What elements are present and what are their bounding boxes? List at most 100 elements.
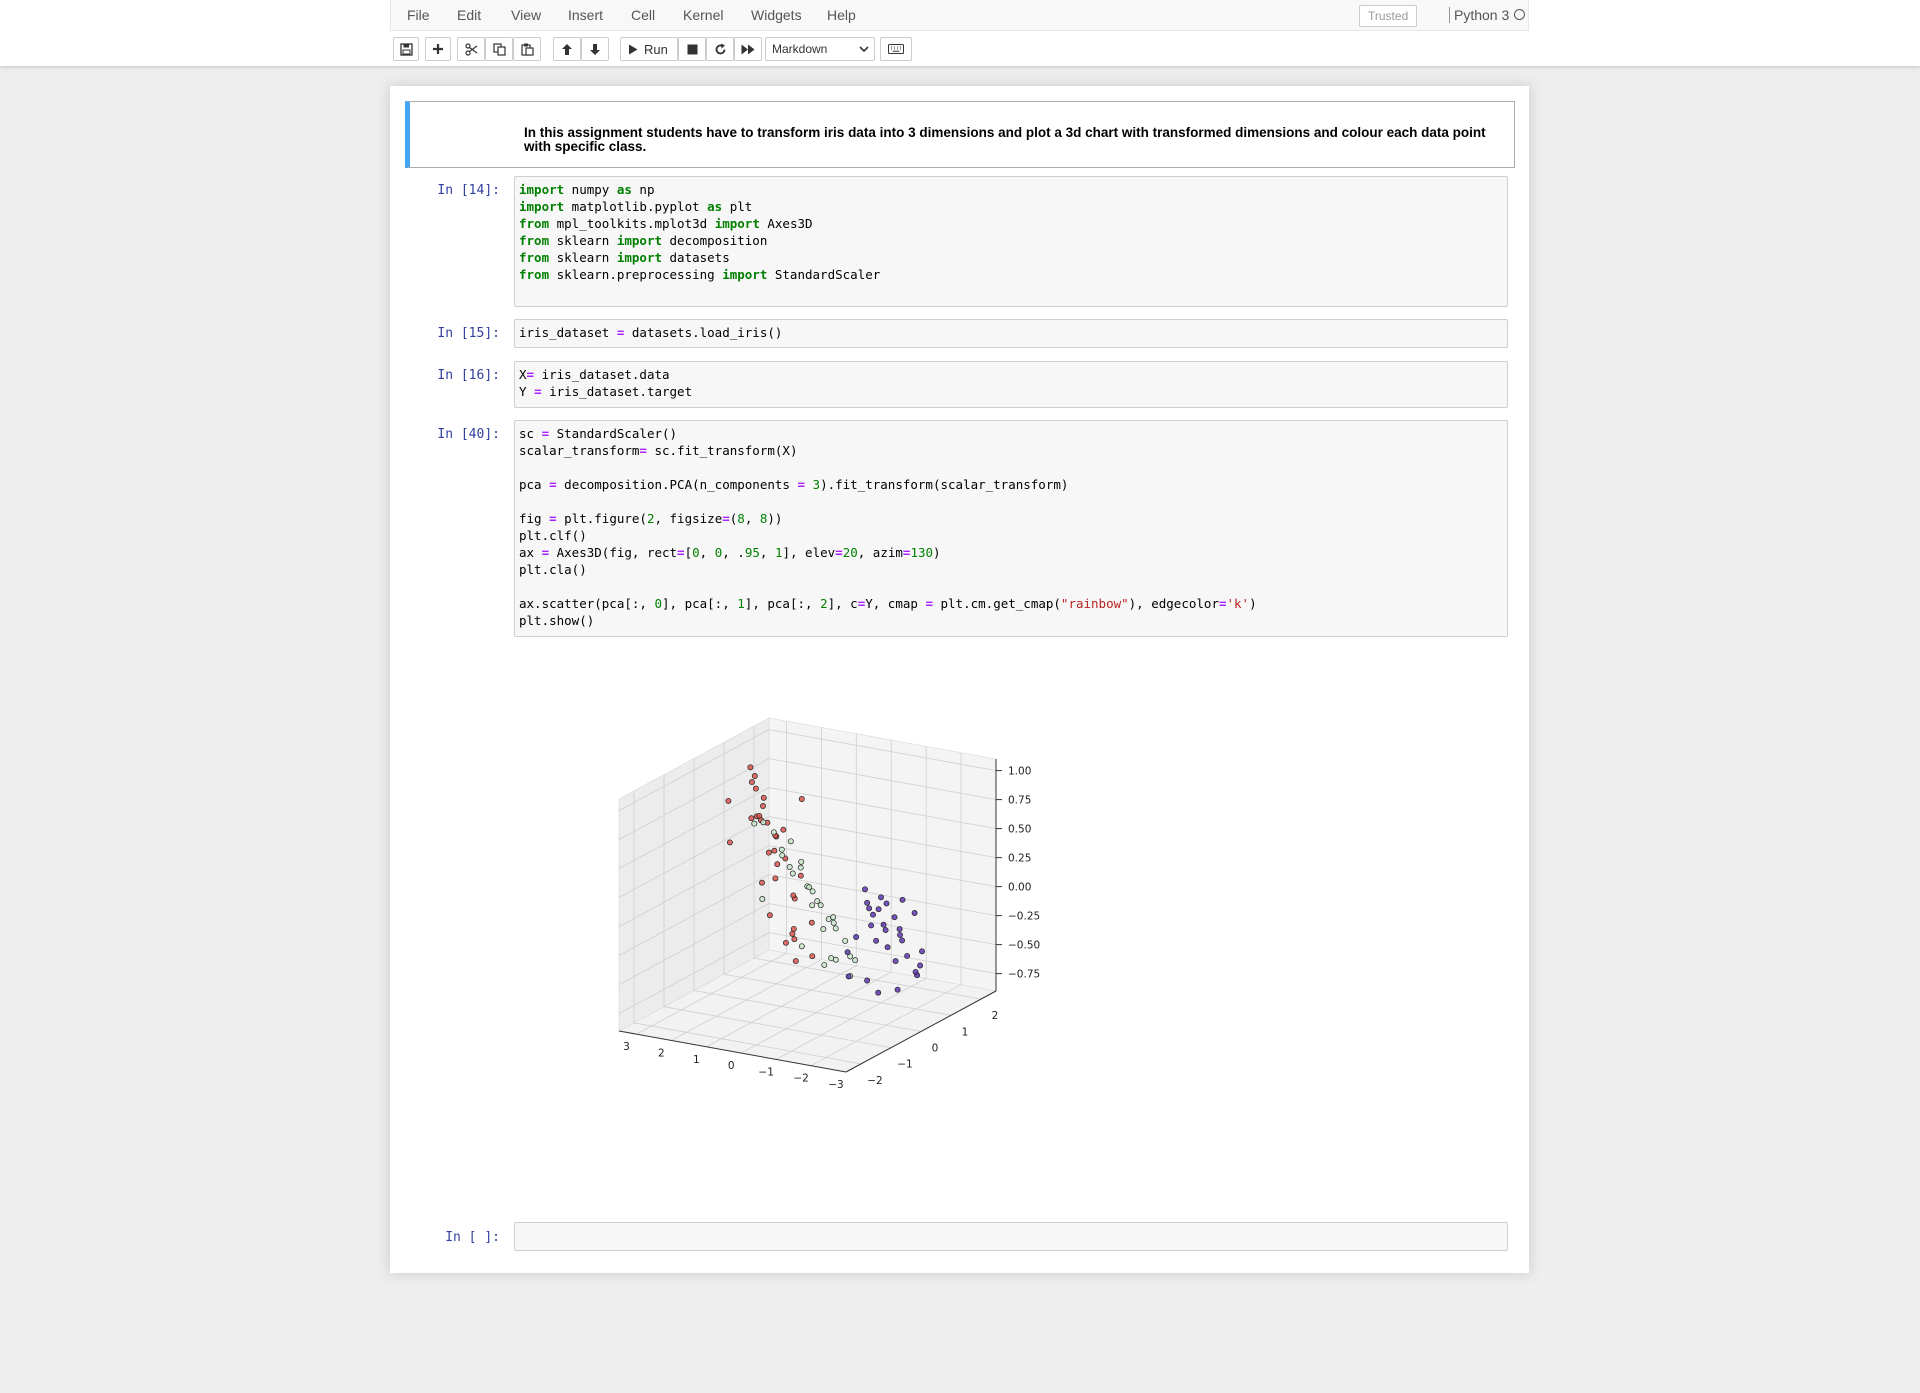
- data-point-series-1: [809, 902, 816, 909]
- cell-prompt: In [15]:: [437, 326, 500, 341]
- data-point-series-0: [774, 861, 781, 868]
- gridline-z: [618, 729, 770, 811]
- data-point-series-0: [782, 939, 789, 946]
- z-tick-label: −0.75: [1008, 969, 1040, 981]
- cell-type-value: Markdown: [772, 42, 828, 56]
- y-tick-label: −1: [897, 1059, 912, 1071]
- data-point-series-1: [830, 919, 837, 926]
- trusted-badge[interactable]: Trusted: [1359, 5, 1418, 27]
- data-point-series-0: [725, 797, 732, 804]
- data-point-series-0: [798, 796, 805, 802]
- data-point-series-1: [787, 838, 794, 845]
- gridline-z: [768, 932, 997, 974]
- x-axis-line: [618, 1030, 847, 1073]
- gridline-z: [618, 932, 770, 1014]
- menu-help[interactable]: Help: [827, 7, 856, 23]
- interrupt-button[interactable]: [678, 37, 706, 61]
- x-tick-label: −3: [828, 1079, 843, 1091]
- y-axis-line: [845, 990, 997, 1073]
- copy-icon: [492, 42, 506, 56]
- gridline-y: [693, 990, 922, 1032]
- data-point-series-0: [797, 872, 804, 879]
- cell-prompt: In [ ]:: [445, 1230, 500, 1245]
- move-down-button[interactable]: [581, 37, 609, 61]
- z-tick-label: −0.50: [1008, 940, 1040, 952]
- data-point-series-2: [899, 896, 906, 903]
- code-line: sc = StandardScaler(): [519, 426, 678, 441]
- menu-kernel[interactable]: Kernel: [683, 7, 724, 23]
- menu-file[interactable]: File: [407, 7, 430, 23]
- menu-insert[interactable]: Insert: [568, 7, 604, 23]
- code-line: [519, 459, 1503, 476]
- data-point-series-2: [862, 886, 868, 893]
- menu-edit[interactable]: Edit: [457, 7, 482, 23]
- x-tick-label: 2: [658, 1047, 665, 1059]
- data-point-series-0: [808, 919, 815, 926]
- code-cell-pca-plot[interactable]: sc = StandardScaler() scalar_transform= …: [514, 420, 1508, 637]
- gridline-z: [618, 816, 770, 898]
- data-point-series-2: [894, 986, 901, 993]
- z-tick-label: 1.00: [1008, 766, 1031, 778]
- code-line: [519, 493, 1503, 510]
- data-point-series-1: [779, 852, 786, 859]
- code-line: plt.clf(): [519, 528, 587, 543]
- markdown-cell[interactable]: In this assignment students have to tran…: [405, 101, 1515, 168]
- y-tick-label: 2: [992, 1010, 999, 1022]
- z-tick-label: 0.50: [1008, 824, 1031, 836]
- run-button-label: Run: [644, 41, 668, 57]
- data-point-series-2: [919, 948, 925, 955]
- paste-button[interactable]: [513, 37, 541, 61]
- code-cell-load-data[interactable]: iris_dataset = datasets.load_iris(): [514, 319, 1508, 348]
- data-point-series-0: [765, 849, 772, 856]
- code-cell-features[interactable]: X= iris_dataset.data Y = iris_dataset.ta…: [514, 361, 1508, 408]
- run-button[interactable]: Run: [620, 37, 678, 61]
- data-point-series-0: [748, 815, 755, 822]
- gridline-z: [618, 845, 770, 927]
- data-point-series-2: [911, 910, 918, 916]
- code-line: pca = decomposition.PCA(n_components = 3…: [519, 477, 1069, 492]
- kernel-name: Python 3: [1449, 7, 1509, 23]
- restart-run-all-button[interactable]: [734, 37, 762, 61]
- data-point-series-1: [847, 953, 854, 960]
- data-point-series-2: [892, 958, 899, 965]
- code-cell-imports[interactable]: import numpy as np import matplotlib.pyp…: [514, 176, 1508, 307]
- restart-button[interactable]: [706, 37, 734, 61]
- data-point-series-2: [868, 922, 875, 929]
- move-up-button[interactable]: [553, 37, 581, 61]
- fast-forward-icon: [741, 44, 755, 54]
- code-line: import matplotlib.pyplot as plt: [519, 199, 753, 214]
- code-line: plt.show(): [519, 613, 595, 628]
- y-tick-label: 0: [932, 1043, 939, 1055]
- insert-cell-button[interactable]: [425, 37, 451, 61]
- restart-icon: [715, 43, 725, 54]
- data-point-series-2: [875, 906, 882, 913]
- data-point-series-1: [751, 820, 758, 827]
- data-point-series-0: [748, 779, 755, 786]
- menu-view[interactable]: View: [511, 7, 542, 23]
- data-point-series-1: [814, 898, 821, 905]
- save-button[interactable]: [393, 37, 419, 61]
- data-point-series-2: [875, 989, 882, 996]
- code-cell-empty[interactable]: [514, 1222, 1508, 1251]
- cut-button[interactable]: [457, 37, 485, 61]
- code-line: X= iris_dataset.data: [519, 367, 670, 382]
- data-point-series-0: [760, 794, 767, 801]
- menu-cell[interactable]: Cell: [631, 7, 656, 23]
- back-pane-right: [768, 717, 997, 992]
- x-tick-label: 0: [728, 1060, 735, 1072]
- data-point-series-2: [883, 900, 890, 907]
- cut-icon: [464, 42, 477, 56]
- code-line: from sklearn import decomposition: [519, 233, 768, 248]
- cell-type-select[interactable]: Markdown: [765, 37, 875, 61]
- data-point-series-0: [789, 930, 796, 937]
- data-point-series-2: [880, 921, 887, 928]
- copy-button[interactable]: [485, 37, 513, 61]
- menu-widgets[interactable]: Widgets: [751, 7, 802, 23]
- command-palette-button[interactable]: [880, 37, 912, 61]
- code-line: iris_dataset = datasets.load_iris(): [519, 325, 783, 340]
- data-point-series-2: [870, 911, 876, 918]
- data-point-series-2: [844, 949, 851, 956]
- kernel-idle-icon: [1514, 9, 1525, 20]
- notebook-header: File Edit View Insert Cell Kernel Widget…: [0, 0, 1920, 66]
- save-icon: [399, 42, 413, 56]
